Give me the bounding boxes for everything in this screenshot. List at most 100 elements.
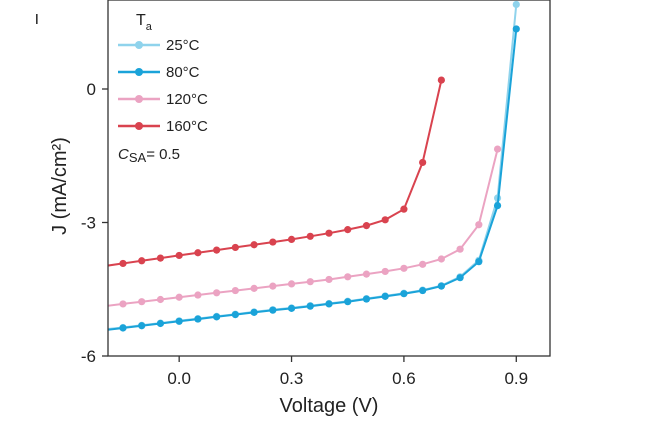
series-point [250, 284, 258, 292]
series-point [101, 326, 108, 333]
series-point [213, 289, 221, 297]
legend-label: 160°C [166, 118, 208, 135]
series-point [138, 322, 146, 330]
legend: Ta 25°C 80°C 120°C 160°C [118, 12, 208, 135]
series-point [400, 264, 408, 272]
series-point [381, 267, 389, 276]
series-point [475, 221, 483, 229]
series-point [419, 286, 427, 295]
series-point [325, 229, 333, 237]
series-line [108, 79, 443, 267]
legend-title-main: T [136, 12, 146, 29]
series-point [101, 327, 108, 334]
series-point [194, 249, 202, 257]
series-point [381, 292, 389, 300]
series-point [400, 205, 408, 213]
series-point [213, 313, 221, 321]
legend-title: Ta [136, 12, 153, 33]
series-point [138, 298, 146, 306]
series-point [250, 241, 258, 249]
series-point [231, 286, 239, 295]
series-point [344, 273, 352, 281]
series-1 [101, 25, 520, 334]
legend-item: 160°C [118, 118, 208, 135]
series-point [119, 259, 127, 268]
series-point [287, 235, 296, 244]
series-point [231, 311, 239, 319]
series-point [269, 282, 277, 290]
series-point [175, 317, 183, 325]
series-point [437, 76, 445, 84]
series-point [400, 290, 408, 298]
series-point [325, 275, 333, 284]
y-axis-title: J (mA/cm²) [49, 137, 71, 235]
y-axis-ticks: 0 -3 -6 [81, 80, 108, 366]
series-point [437, 255, 445, 263]
series-point [456, 274, 464, 282]
y-tick-label: 0 [87, 80, 96, 99]
y-tick-label: -3 [81, 214, 96, 233]
series-2 [101, 145, 502, 310]
series-point [512, 0, 520, 9]
series-point [269, 306, 277, 314]
series-point [156, 295, 165, 304]
csa-annotation-sub: SA [129, 150, 147, 165]
series-point [156, 319, 165, 328]
legend-item: 120°C [118, 91, 208, 108]
csa-annotation-italic: C [118, 146, 129, 163]
series-point [156, 254, 165, 262]
x-axis-title: Voltage (V) [280, 395, 379, 417]
series-point [175, 293, 183, 301]
legend-swatch-marker [135, 95, 143, 103]
legend-items: 25°C 80°C 120°C 160°C [118, 37, 208, 135]
series-point [138, 257, 146, 265]
x-tick-label: 0.0 [167, 369, 191, 388]
x-axis-ticks: 0.0 0.3 0.6 0.9 [167, 356, 528, 388]
corner-mark [36, 14, 38, 24]
legend-swatch-marker [135, 68, 143, 76]
legend-swatch-marker [135, 41, 143, 49]
series-point [475, 258, 483, 266]
series-point [325, 300, 333, 308]
legend-item: 80°C [118, 64, 200, 81]
series-layer [101, 0, 520, 334]
series-point [194, 315, 202, 323]
series-point [381, 216, 389, 224]
series-point [306, 278, 314, 286]
series-point [493, 201, 502, 210]
series-point [250, 308, 258, 316]
series-point [101, 303, 108, 310]
series-point [119, 324, 127, 332]
series-point [175, 251, 183, 260]
x-tick-label: 0.9 [504, 369, 528, 388]
series-line [108, 148, 499, 307]
series-point [419, 260, 427, 268]
y-tick-label: -6 [81, 347, 96, 366]
series-3 [101, 76, 445, 270]
series-point [269, 238, 277, 246]
legend-label: 120°C [166, 91, 208, 108]
series-point [213, 246, 221, 254]
series-point [287, 280, 296, 288]
legend-label: 80°C [166, 64, 200, 81]
series-point [194, 291, 202, 299]
csa-annotation-rest: = 0.5 [146, 146, 180, 163]
legend-label: 25°C [166, 37, 200, 54]
series-point [362, 270, 371, 278]
series-point [306, 302, 314, 310]
legend-title-sub: a [146, 21, 153, 33]
x-tick-label: 0.3 [280, 369, 304, 388]
legend-swatch-marker [135, 122, 143, 130]
series-point [119, 300, 127, 308]
plot-frame [107, 0, 551, 357]
series-point [287, 304, 296, 312]
series-point [512, 25, 520, 33]
csa-annotation: CSA= 0.5 [118, 146, 180, 165]
series-point [362, 295, 371, 303]
series-point [101, 263, 108, 270]
series-point [456, 245, 464, 253]
series-point [362, 222, 371, 230]
series-point [306, 232, 314, 240]
series-point [419, 158, 427, 167]
